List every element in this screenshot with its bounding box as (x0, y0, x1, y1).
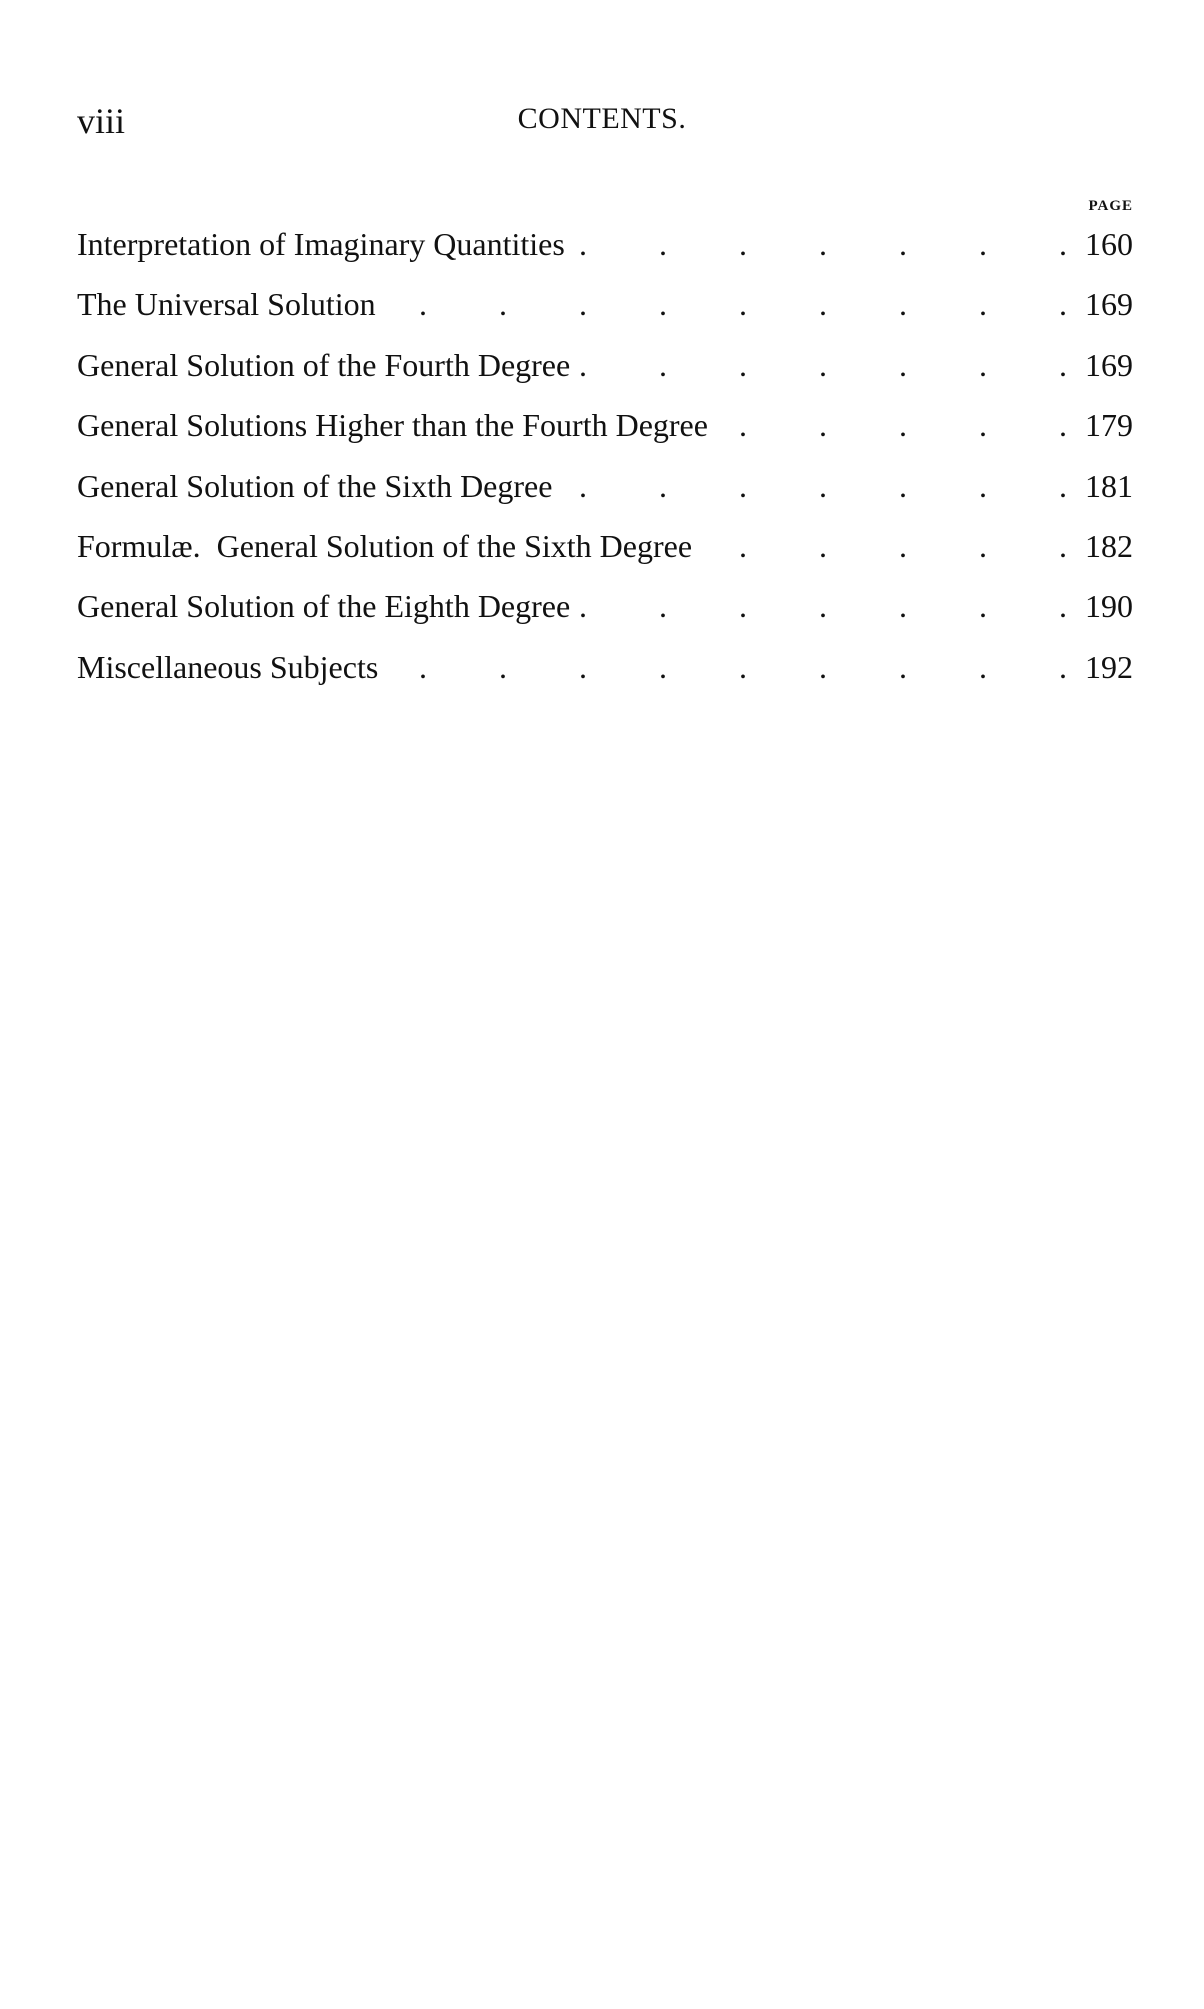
toc-entry-title: General Solution of the Fourth Degree (77, 346, 571, 383)
leader-dots (692, 528, 1081, 565)
toc-entry-title: The Universal Solution (77, 286, 376, 323)
toc-entry-page: 169 (1085, 286, 1133, 323)
toc-entry: Formulæ. General Solution of the Sixth D… (77, 528, 1133, 588)
toc-entry-title: Formulæ. General Solution of the Sixth D… (77, 527, 693, 564)
leader-dots (570, 347, 1081, 384)
leader-dots (378, 649, 1081, 686)
toc-entry-page: 182 (1085, 527, 1133, 564)
leader-dots (552, 468, 1081, 505)
toc-entry-title: Miscellaneous Subjects (77, 648, 379, 685)
toc-entry-page: 179 (1085, 407, 1133, 444)
toc-entry-page: 169 (1085, 346, 1133, 383)
toc-entry-page: 192 (1085, 648, 1133, 685)
toc-entry: Interpretation of Imaginary Quantities 16… (77, 226, 1133, 286)
page-number: viii (77, 101, 126, 141)
leader-dots (565, 226, 1081, 263)
toc-entry-page: 181 (1085, 467, 1133, 504)
toc-entry-page: 160 (1085, 226, 1133, 262)
toc-entry-title: General Solution of the Eighth Degree (77, 588, 571, 625)
page-column-label: PAGE (1088, 198, 1133, 214)
toc-entry: General Solution of the Eighth Degree 190 (77, 588, 1133, 648)
toc-entry: The Universal Solution 169 (77, 286, 1133, 346)
running-title: CONTENTS. (517, 102, 687, 135)
toc-entry: General Solution of the Sixth Degree 181 (77, 468, 1133, 528)
toc-entry: General Solution of the Fourth Degree 169 (77, 347, 1133, 407)
table-of-contents: Interpretation of Imaginary Quantities 16… (77, 226, 1133, 709)
toc-entry: Miscellaneous Subjects 192 (77, 649, 1133, 709)
toc-entry-title: General Solution of the Sixth Degree (77, 467, 553, 504)
leader-dots (708, 407, 1081, 444)
toc-entry: General Solutions Higher than the Fourth… (77, 407, 1133, 467)
leader-dots (570, 588, 1081, 625)
toc-entry-title: Interpretation of Imaginary Quantities (77, 226, 565, 262)
leader-dots (376, 286, 1081, 323)
toc-entry-page: 190 (1085, 588, 1133, 625)
toc-entry-title: General Solutions Higher than the Fourth… (77, 407, 708, 444)
